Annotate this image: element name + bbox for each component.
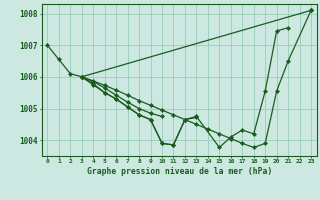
X-axis label: Graphe pression niveau de la mer (hPa): Graphe pression niveau de la mer (hPa): [87, 167, 272, 176]
